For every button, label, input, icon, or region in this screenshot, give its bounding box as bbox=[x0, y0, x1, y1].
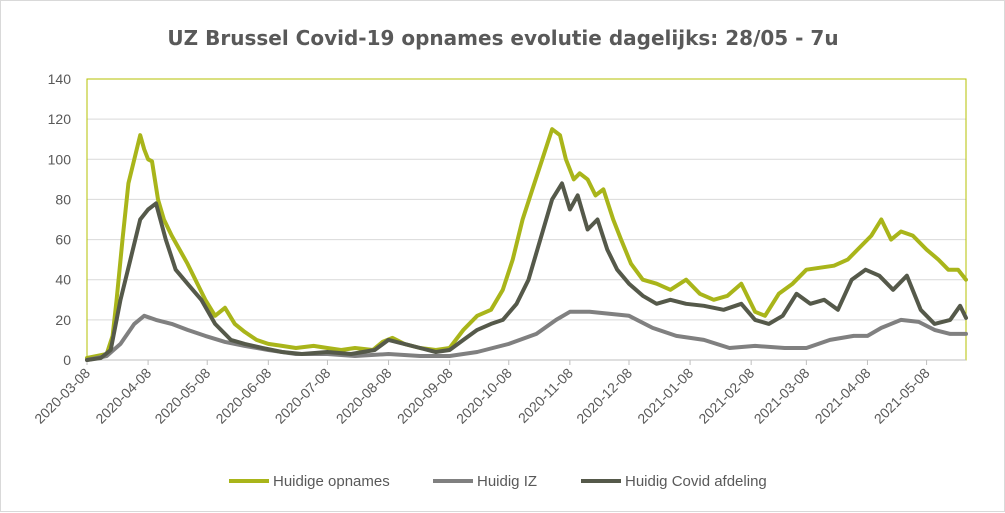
y-tick-label: 40 bbox=[55, 272, 71, 288]
x-tick-label: 2020-03-08 bbox=[31, 365, 93, 427]
x-tick-label: 2020-05-08 bbox=[151, 365, 213, 427]
x-tick-label: 2020-12-08 bbox=[573, 365, 635, 427]
series-line-2 bbox=[85, 309, 968, 362]
x-tick-label: 2021-04-08 bbox=[812, 365, 874, 427]
x-tick-label: 2020-11-08 bbox=[515, 365, 576, 426]
x-tick-label: 2021-05-08 bbox=[871, 365, 933, 427]
legend: Huidige opnames Huidig IZ Huidig Covid afd… bbox=[229, 473, 767, 490]
x-tick-label: 2020-07-08 bbox=[272, 365, 334, 427]
legend-label: Huidig IZ bbox=[477, 473, 537, 490]
y-tick-label: 80 bbox=[55, 191, 71, 207]
y-tick-label: 120 bbox=[48, 111, 72, 127]
legend-label: Huidig Covid afdeling bbox=[625, 473, 767, 490]
y-tick-label: 140 bbox=[48, 71, 72, 87]
y-tick-label: 0 bbox=[63, 352, 71, 368]
x-tick-label: 2020-08-08 bbox=[333, 365, 395, 427]
gridlines bbox=[87, 78, 966, 361]
chart-title: UZ Brussel Covid-19 opnames evolutie dag… bbox=[167, 26, 838, 50]
x-tick-label: 2020-06-08 bbox=[212, 365, 274, 427]
x-tick-label: 2021-02-08 bbox=[695, 365, 757, 427]
x-tick-label: 2021-03-08 bbox=[751, 365, 813, 427]
plot-area-border bbox=[86, 78, 967, 361]
series-line-1 bbox=[85, 127, 968, 360]
y-tick-label: 60 bbox=[55, 232, 71, 248]
legend-label: Huidige opnames bbox=[273, 473, 390, 490]
y-tick-label: 100 bbox=[48, 151, 72, 167]
series-lines bbox=[85, 127, 968, 362]
series-line-3 bbox=[85, 181, 968, 362]
x-tick-label: 2021-01-08 bbox=[634, 365, 696, 427]
x-tick-label: 2020-10-08 bbox=[453, 365, 515, 427]
x-tick-label: 2020-09-08 bbox=[394, 365, 456, 427]
y-tick-label: 20 bbox=[55, 312, 71, 328]
y-axis: 0 20 40 60 80 100 120 140 bbox=[48, 71, 72, 368]
x-tick-label: 2020-04-08 bbox=[92, 365, 154, 427]
